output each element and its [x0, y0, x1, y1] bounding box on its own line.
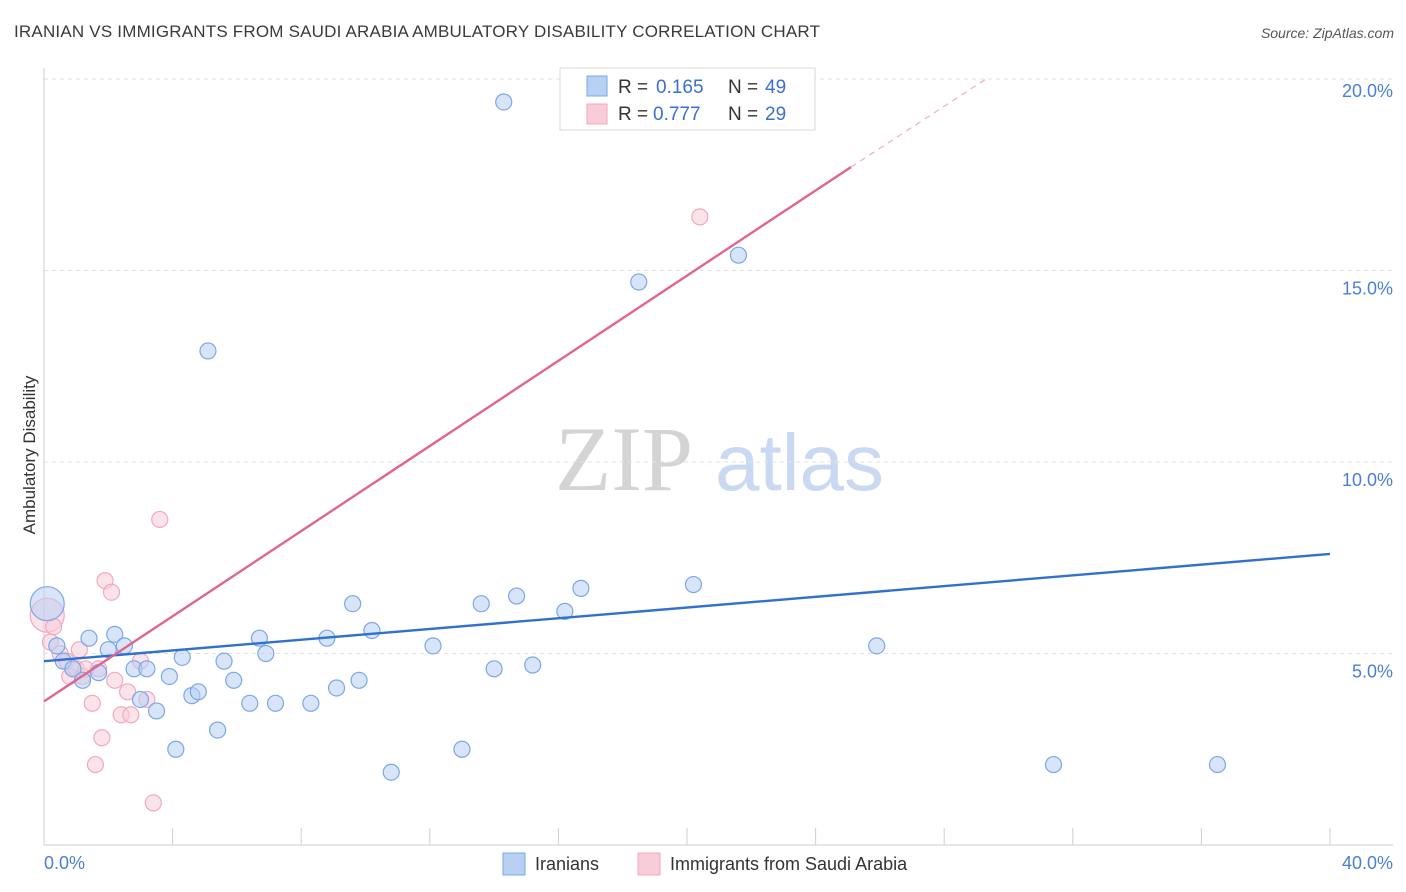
chart-title: IRANIAN VS IMMIGRANTS FROM SAUDI ARABIA … — [14, 22, 821, 41]
iranians-point — [199, 342, 217, 360]
saudi-point — [691, 208, 709, 226]
saudi-point — [122, 706, 140, 724]
bottom-legend-swatch-saudi — [637, 852, 661, 876]
series-iranians-points — [29, 93, 1227, 781]
iranians-point — [868, 637, 886, 655]
iranians-point — [630, 273, 648, 291]
iranians-point — [266, 694, 285, 712]
iranians-trend-line — [43, 552, 1331, 663]
legend-r-value-2: 0.777 — [653, 104, 701, 125]
iranians-point — [485, 660, 503, 678]
saudi-trend-line — [43, 166, 852, 703]
y-tick-label: 15.0% — [1342, 279, 1393, 299]
iranians-point — [327, 679, 346, 697]
iranians-point — [90, 664, 108, 682]
iranians-point — [453, 740, 471, 758]
iranians-point — [215, 652, 233, 670]
axes: 5.0% 10.0% 15.0% 20.0% — [43, 68, 1393, 846]
trend-lines — [43, 78, 1331, 703]
stats-legend: R = 0.165 N = 49 R = 0.777 N = 29 — [559, 67, 816, 131]
legend-n-label-2: N = — [728, 104, 758, 125]
iranians-point — [173, 648, 191, 666]
iranians-point — [29, 586, 65, 622]
iranians-point — [424, 637, 442, 655]
iranians-point — [225, 671, 243, 689]
iranians-point — [556, 602, 574, 620]
saudi-point — [102, 583, 121, 601]
iranians-point — [508, 587, 526, 605]
legend-swatch-saudi — [586, 103, 608, 125]
iranians-point — [80, 629, 98, 647]
saudi-point — [151, 510, 169, 529]
y-axis-label: Ambulatory Disability — [20, 375, 39, 534]
x-tick-max: 40.0% — [1342, 853, 1393, 873]
iranians-point — [167, 740, 185, 758]
watermark-zip: ZIP — [555, 408, 693, 510]
legend-n-value-1: 49 — [765, 77, 786, 98]
iranians-point — [363, 621, 381, 640]
iranians-point — [472, 595, 490, 613]
series-legend: Iranians Immigrants from Saudi Arabia — [502, 852, 908, 876]
legend-r-value-1: 0.165 — [656, 77, 704, 98]
y-tick-label: 20.0% — [1342, 81, 1393, 101]
iranians-point — [382, 763, 400, 781]
iranians-point — [524, 656, 542, 674]
saudi-point — [144, 794, 162, 812]
legend-r-label-2: R = — [618, 104, 648, 125]
iranians-point — [189, 683, 207, 701]
bottom-legend-label-iranians: Iranians — [535, 854, 599, 874]
source-label: Source: ZipAtlas.com — [1260, 25, 1394, 41]
iranians-point — [131, 690, 150, 709]
legend-swatch-iranians — [586, 75, 608, 97]
iranians-point — [1208, 755, 1227, 774]
iranians-point — [160, 667, 178, 686]
iranians-point — [572, 579, 590, 597]
saudi-point — [93, 729, 111, 747]
iranians-point — [64, 660, 82, 678]
y-tick-label: 5.0% — [1352, 662, 1393, 682]
bottom-legend-label-saudi: Immigrants from Saudi Arabia — [670, 854, 908, 874]
saudi-point — [86, 755, 105, 774]
iranians-point — [729, 246, 748, 264]
iranians-point — [48, 637, 66, 655]
iranians-point — [684, 575, 703, 594]
saudi-point — [106, 671, 124, 689]
y-tick-label: 10.0% — [1342, 470, 1393, 490]
iranians-point — [209, 721, 227, 739]
iranians-point — [344, 595, 362, 613]
saudi-point — [118, 683, 137, 701]
saudi-trend-extension — [850, 78, 987, 168]
iranians-point — [138, 660, 156, 678]
legend-r-label-1: R = — [618, 77, 648, 98]
bottom-legend-swatch-iranians — [502, 852, 526, 876]
iranians-point — [350, 671, 368, 689]
iranians-point — [257, 644, 275, 663]
legend-n-label-1: N = — [728, 77, 758, 98]
iranians-point — [1044, 755, 1063, 774]
iranians-point — [241, 694, 259, 712]
iranians-point — [147, 702, 166, 720]
iranians-point — [495, 93, 513, 111]
saudi-point — [83, 694, 101, 712]
legend-n-value-2: 29 — [765, 104, 786, 125]
iranians-point — [106, 625, 124, 643]
iranians-point — [302, 694, 320, 712]
x-tick-min: 0.0% — [44, 853, 85, 873]
